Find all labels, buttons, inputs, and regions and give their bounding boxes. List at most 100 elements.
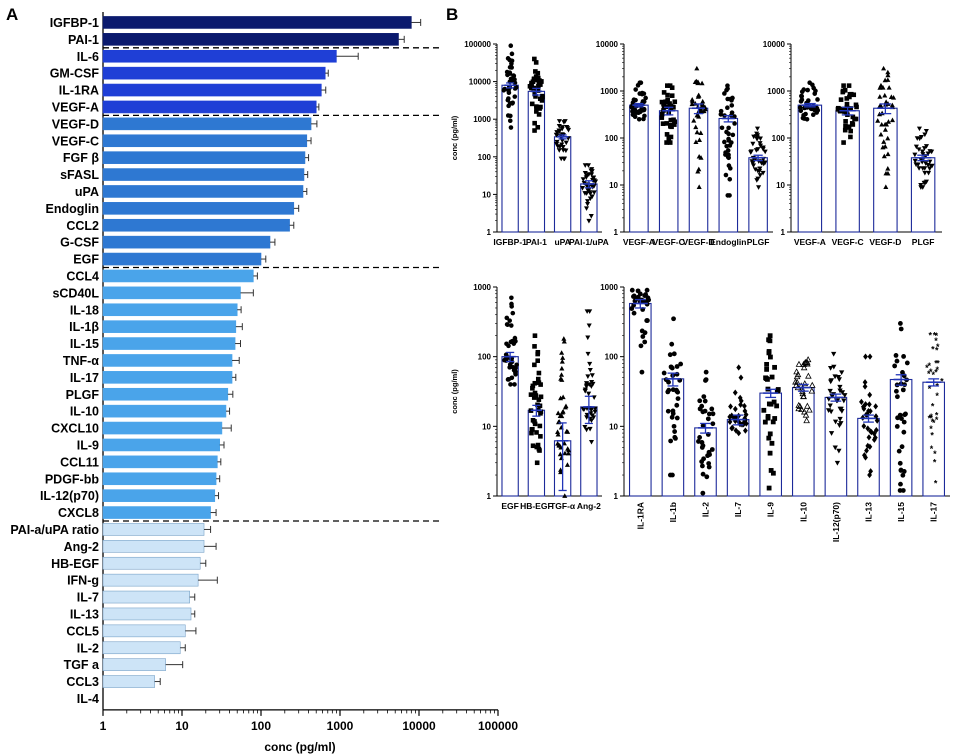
data-point — [508, 323, 514, 328]
data-point — [532, 390, 538, 396]
data-point — [696, 153, 702, 159]
data-point — [664, 140, 669, 145]
data-point — [668, 122, 673, 128]
data-point — [727, 176, 733, 182]
data-point — [555, 431, 561, 437]
x-label-il-13: IL-13 — [864, 502, 874, 522]
data-point — [634, 110, 639, 115]
data-point — [533, 94, 538, 99]
data-point — [511, 341, 517, 346]
data-point — [794, 371, 802, 378]
x-label-vegf-c: VEGF-C — [653, 237, 685, 247]
data-point — [671, 117, 676, 123]
data-point — [873, 403, 879, 410]
bar-label-pdgf-bb: PDGF-bb — [45, 472, 100, 486]
data-point — [837, 416, 843, 422]
data-point — [742, 427, 748, 434]
data-point — [532, 56, 537, 62]
bar-vegf-a — [629, 104, 649, 233]
data-point — [806, 98, 811, 103]
data-point — [642, 339, 648, 345]
data-point — [774, 403, 780, 409]
data-point — [565, 126, 571, 131]
data-point: * — [929, 331, 933, 341]
y-tick-label: 10000 — [469, 78, 492, 87]
data-point — [693, 124, 699, 130]
data-point — [505, 72, 510, 78]
data-point — [725, 105, 730, 110]
data-point — [888, 94, 894, 99]
panel-a-bar-chart: IGFBP-1 PAI-1 IL-6 GM-CSF IL-1RA VEGF-A VEGF-D… — [10, 12, 518, 754]
data-point — [587, 361, 593, 367]
data-point — [638, 80, 644, 86]
x-label-il-9: IL-9 — [766, 502, 776, 517]
bar-il-18 — [102, 303, 238, 317]
data-point — [882, 143, 888, 149]
data-point — [532, 380, 538, 386]
data-point — [669, 365, 675, 371]
data-point — [665, 92, 670, 98]
data-point — [702, 398, 708, 404]
data-point — [877, 94, 883, 99]
subplot-b2: 1 10 100 1000 10000 VEGF-AVEGF-CVEGF-DEndogli… — [596, 40, 773, 247]
data-point — [894, 424, 900, 429]
bar-pdgf-bb — [102, 472, 217, 486]
data-point — [698, 130, 704, 136]
data-point — [507, 318, 512, 323]
data-point — [528, 392, 534, 397]
data-point — [912, 158, 918, 164]
data-point — [559, 365, 565, 371]
data-point — [757, 166, 763, 172]
data-point — [509, 51, 515, 57]
data-point — [897, 460, 903, 466]
data-point — [671, 316, 676, 322]
bar-pai-a-upa-ratio — [102, 523, 205, 536]
subplot-b5: 1 10 100 1000 IL-1RA IL-1b IL-2 IL-7 IL-9 IL-10 IL… — [600, 283, 950, 542]
data-point — [836, 423, 843, 428]
bar-label-vegf-c: VEGF-C — [52, 134, 99, 148]
data-point — [508, 113, 513, 119]
data-point — [537, 106, 542, 111]
data-point — [509, 58, 515, 64]
data-point — [920, 152, 926, 157]
data-point: * — [931, 402, 935, 412]
data-point — [561, 120, 567, 125]
data-point — [725, 148, 731, 153]
data-point — [693, 139, 699, 144]
data-point — [864, 447, 869, 454]
data-point: * — [931, 345, 935, 355]
data-point — [810, 112, 816, 118]
data-point — [671, 105, 676, 110]
bar-label-ccl4: CCL4 — [66, 269, 99, 283]
data-point — [530, 443, 536, 449]
data-point — [706, 464, 712, 470]
y-tick-label: 100 — [605, 134, 619, 143]
data-point — [588, 439, 595, 445]
data-point — [757, 143, 764, 149]
bar-il-1ra — [102, 83, 322, 97]
data-point — [700, 409, 706, 415]
x-label-vegf-d: VEGF-D — [682, 237, 714, 247]
data-point: * — [933, 457, 937, 467]
data-point — [738, 401, 743, 408]
bar-label-gm-csf: GM-CSF — [50, 67, 100, 81]
y-tick-label: 1 — [781, 228, 786, 237]
data-point — [636, 116, 642, 122]
data-point — [565, 450, 571, 456]
data-point — [803, 358, 811, 365]
bar-ifn-g — [102, 573, 199, 587]
data-point — [589, 379, 595, 385]
data-point — [866, 401, 872, 408]
data-point — [748, 149, 754, 154]
bar-label-hb-egf: HB-EGF — [51, 557, 99, 571]
y-tick-label: 1000 — [473, 283, 491, 292]
data-point — [505, 97, 511, 103]
data-point — [810, 82, 815, 88]
data-point — [579, 186, 586, 191]
bar-label-tgf-a: TGF a — [64, 658, 100, 672]
data-point — [582, 171, 588, 176]
data-point — [765, 415, 771, 421]
y-tick-label: 1000 — [473, 115, 491, 124]
data-point — [633, 87, 638, 92]
data-point — [510, 100, 515, 106]
